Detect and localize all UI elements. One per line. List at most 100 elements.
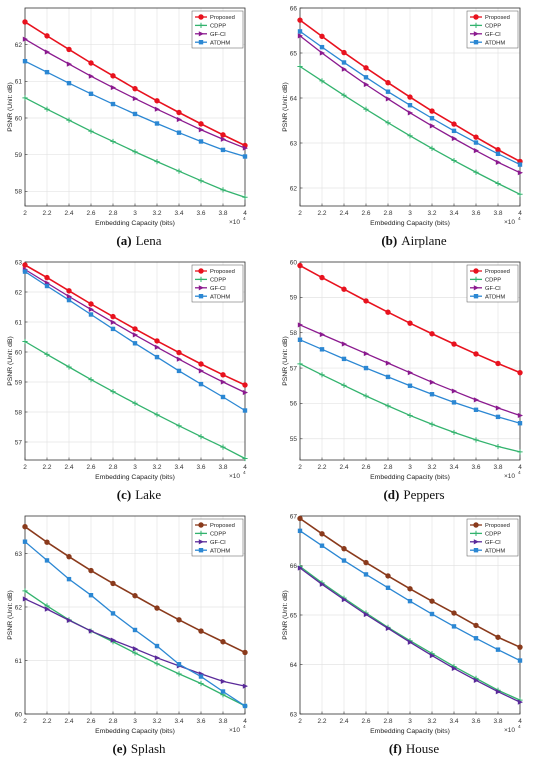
x-axis-label: Embedding Capacity (bits) bbox=[95, 220, 175, 227]
caption-label: (c) bbox=[117, 487, 131, 502]
x-tick-label: 2.6 bbox=[86, 210, 95, 217]
legend-label: ATDHM bbox=[210, 40, 230, 46]
data-point bbox=[44, 106, 50, 112]
data-point bbox=[44, 558, 50, 563]
series-atdhm bbox=[297, 528, 523, 663]
data-point bbox=[407, 370, 413, 376]
data-point bbox=[517, 162, 523, 167]
x-tick-label: 3 bbox=[408, 718, 412, 725]
data-point bbox=[363, 81, 369, 88]
x-tick-label: 2.8 bbox=[383, 464, 392, 471]
x-tick-label: 2.8 bbox=[108, 718, 117, 725]
x-axis-label: Embedding Capacity (bits) bbox=[370, 220, 450, 227]
legend: Proposed CDPP GF-CI ATDHM bbox=[191, 264, 244, 303]
x-tick-label: 2.4 bbox=[339, 718, 348, 725]
y-axis-label: PSNR (Unit: dB) bbox=[282, 82, 289, 131]
data-point bbox=[385, 403, 391, 409]
y-tick-label: 59 bbox=[15, 152, 23, 159]
x-tick-label: 2.4 bbox=[64, 464, 73, 471]
legend-marker bbox=[473, 522, 479, 528]
data-point bbox=[407, 94, 413, 100]
x-multiplier: ×10 bbox=[504, 219, 515, 226]
legend-label: CDPP bbox=[485, 532, 501, 538]
x-tick-label: 3.6 bbox=[471, 464, 480, 471]
data-point bbox=[154, 344, 160, 350]
x-tick-label: 3.2 bbox=[152, 210, 161, 217]
x-exponent: 4 bbox=[518, 724, 521, 730]
data-point bbox=[473, 140, 479, 145]
x-tick-label: 3.2 bbox=[427, 718, 436, 725]
data-point bbox=[154, 159, 160, 165]
data-point bbox=[154, 655, 160, 661]
data-point bbox=[429, 598, 435, 604]
caption-name: Airplane bbox=[401, 233, 447, 248]
data-point bbox=[473, 622, 479, 629]
data-point bbox=[220, 187, 226, 193]
data-point bbox=[110, 637, 116, 643]
data-point bbox=[88, 377, 94, 383]
y-tick-label: 64 bbox=[290, 95, 298, 102]
data-point bbox=[88, 60, 94, 66]
data-point bbox=[176, 109, 182, 116]
x-tick-label: 2.8 bbox=[383, 718, 392, 725]
legend-marker bbox=[473, 40, 479, 45]
data-point bbox=[473, 407, 479, 412]
x-exponent: 4 bbox=[518, 216, 521, 222]
data-point bbox=[176, 168, 182, 174]
x-multiplier: ×10 bbox=[504, 727, 515, 734]
legend-label: ATDHM bbox=[485, 548, 505, 554]
chart-panel-5: 2 2.2 2.4 2.6 2.8 3 3.2 3.4 3.6 3.8 4 60 61 62 63 ×10 4 E… bbox=[7, 515, 248, 756]
data-point bbox=[22, 269, 28, 274]
data-point bbox=[517, 699, 523, 705]
data-point bbox=[319, 581, 325, 587]
x-tick-label: 3.6 bbox=[471, 718, 480, 725]
data-point bbox=[44, 283, 50, 289]
y-tick-label: 55 bbox=[290, 436, 298, 443]
y-tick-label: 60 bbox=[15, 349, 23, 356]
y-tick-label: 66 bbox=[290, 563, 298, 570]
x-tick-label: 2.4 bbox=[64, 210, 73, 217]
data-point bbox=[44, 69, 50, 75]
legend-label: Proposed bbox=[485, 523, 510, 529]
caption-name: Lena bbox=[136, 233, 162, 248]
data-point bbox=[242, 408, 248, 413]
data-point bbox=[429, 392, 435, 397]
data-point bbox=[66, 46, 72, 53]
x-axis-label: Embedding Capacity (bits) bbox=[95, 474, 175, 481]
data-point bbox=[451, 388, 457, 394]
legend-label: Proposed bbox=[485, 269, 510, 275]
series-atdhm bbox=[297, 337, 523, 426]
data-point bbox=[341, 92, 347, 98]
data-point bbox=[22, 19, 28, 25]
data-point bbox=[407, 320, 413, 326]
data-point bbox=[473, 351, 479, 357]
y-tick-label: 58 bbox=[15, 409, 23, 416]
series-cdpp bbox=[297, 63, 523, 197]
data-point bbox=[473, 636, 479, 641]
data-point bbox=[297, 29, 303, 34]
data-point bbox=[451, 400, 457, 405]
y-tick-label: 63 bbox=[15, 551, 23, 558]
x-tick-label: 2.8 bbox=[383, 210, 392, 217]
x-tick-label: 3 bbox=[133, 210, 137, 217]
data-point bbox=[220, 379, 226, 385]
data-point bbox=[385, 625, 391, 631]
legend-marker bbox=[473, 530, 479, 536]
x-tick-label: 2.2 bbox=[42, 210, 51, 217]
data-point bbox=[44, 351, 50, 357]
data-point bbox=[176, 662, 182, 667]
data-point bbox=[220, 132, 226, 138]
x-tick-label: 2.8 bbox=[108, 464, 117, 471]
chart-panel-2: 2 2.2 2.4 2.6 2.8 3 3.2 3.4 3.6 3.8 4 62 63 64 65 66 ×10… bbox=[282, 5, 523, 248]
data-point bbox=[44, 49, 50, 55]
legend-label: CDPP bbox=[210, 24, 226, 30]
data-point bbox=[319, 44, 325, 50]
x-tick-label: 3.4 bbox=[449, 210, 458, 217]
data-point bbox=[473, 437, 479, 443]
y-tick-label: 65 bbox=[290, 612, 298, 619]
data-point bbox=[66, 293, 72, 300]
x-tick-label: 2.4 bbox=[64, 718, 73, 725]
data-point bbox=[88, 312, 94, 317]
data-point bbox=[385, 585, 391, 590]
series-cdpp bbox=[22, 95, 248, 200]
